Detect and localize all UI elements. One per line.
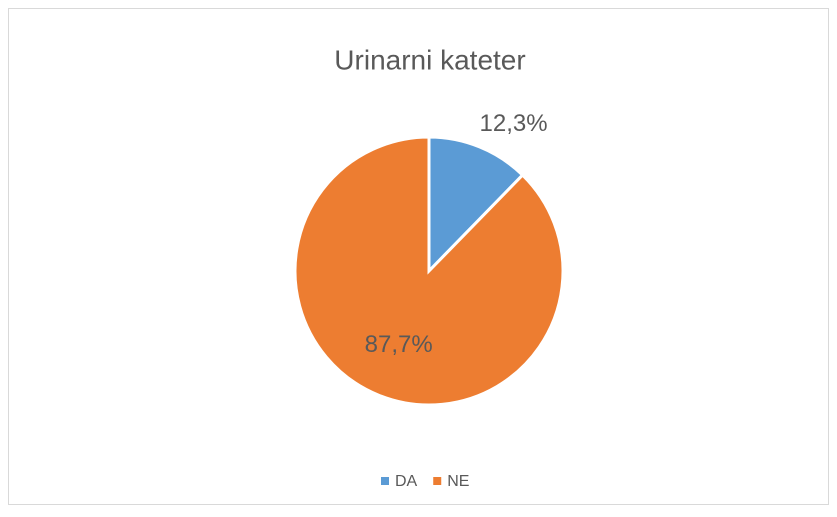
chart-title: Urinarni kateter [334,44,525,75]
data-label: 12,3% [480,110,548,137]
data-label: 87,7% [365,331,433,358]
legend-swatch [381,477,389,485]
pie-slice [427,135,525,275]
legend-label: NE [447,473,469,490]
pie-slice [293,135,565,407]
legend-swatch [433,477,442,485]
legend-label: DA [395,473,418,490]
